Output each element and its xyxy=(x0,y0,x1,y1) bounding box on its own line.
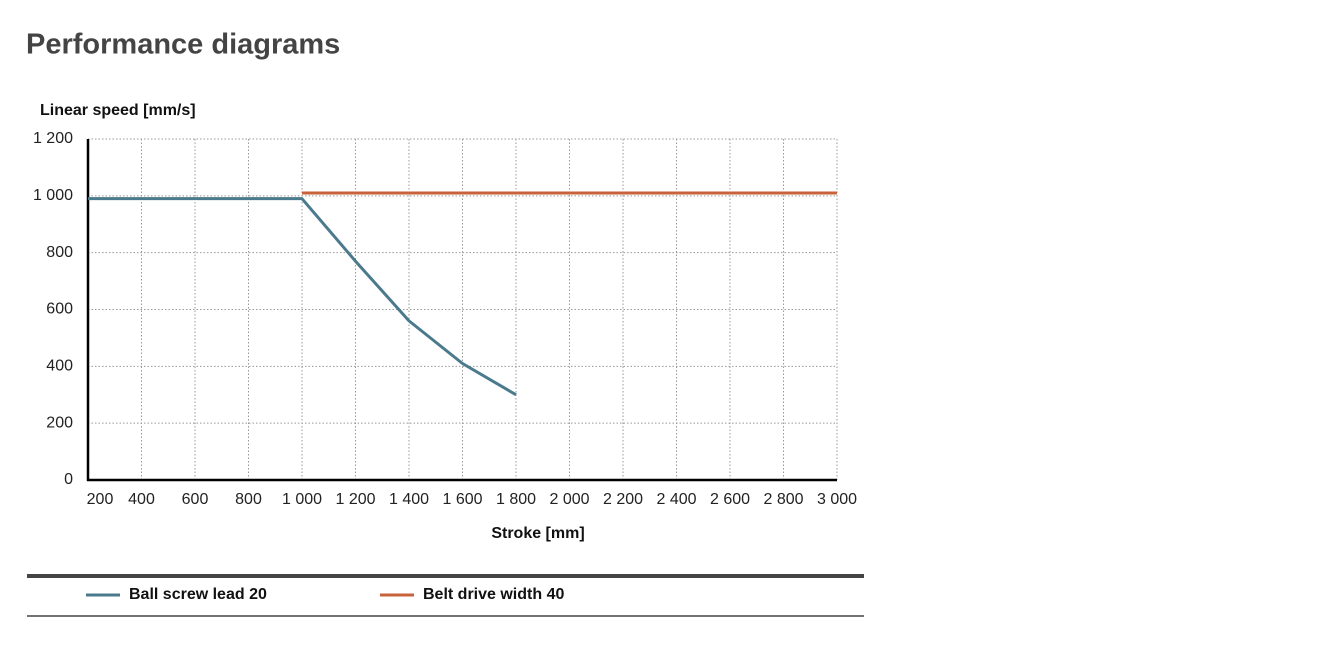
y-tick-label: 1 200 xyxy=(33,130,73,147)
legend-label: Belt drive width 40 xyxy=(423,586,564,603)
x-tick-label: 800 xyxy=(235,491,262,508)
series-line xyxy=(88,197,517,397)
chart-title: Performance diagrams xyxy=(26,29,340,61)
x-axis-title: Stroke [mm] xyxy=(491,525,584,542)
y-tick-label: 0 xyxy=(64,471,73,488)
x-tick-label: 600 xyxy=(182,491,209,508)
legend-label: Ball screw lead 20 xyxy=(129,586,267,603)
y-tick-label: 400 xyxy=(46,358,73,375)
x-tick-label: 2 400 xyxy=(656,491,696,508)
y-axis-title: Linear speed [mm/s] xyxy=(40,102,196,119)
x-tick-label: 3 000 xyxy=(817,491,857,508)
x-tick-label: 2 600 xyxy=(710,491,750,508)
y-tick-label: 800 xyxy=(46,244,73,261)
x-tick-label: 1 000 xyxy=(282,491,322,508)
y-tick-label: 600 xyxy=(46,301,73,318)
x-tick-label: 400 xyxy=(128,491,155,508)
x-tick-label: 2 200 xyxy=(603,491,643,508)
x-tick-label: 200 xyxy=(87,491,114,508)
x-tick-label: 2 000 xyxy=(549,491,589,508)
x-tick-label: 1 400 xyxy=(389,491,429,508)
x-tick-label: 2 800 xyxy=(763,491,803,508)
y-tick-label: 1 000 xyxy=(33,187,73,204)
x-tick-label: 1 800 xyxy=(496,491,536,508)
y-tick-label: 200 xyxy=(46,414,73,431)
x-tick-label: 1 200 xyxy=(335,491,375,508)
x-tick-label: 1 600 xyxy=(442,491,482,508)
